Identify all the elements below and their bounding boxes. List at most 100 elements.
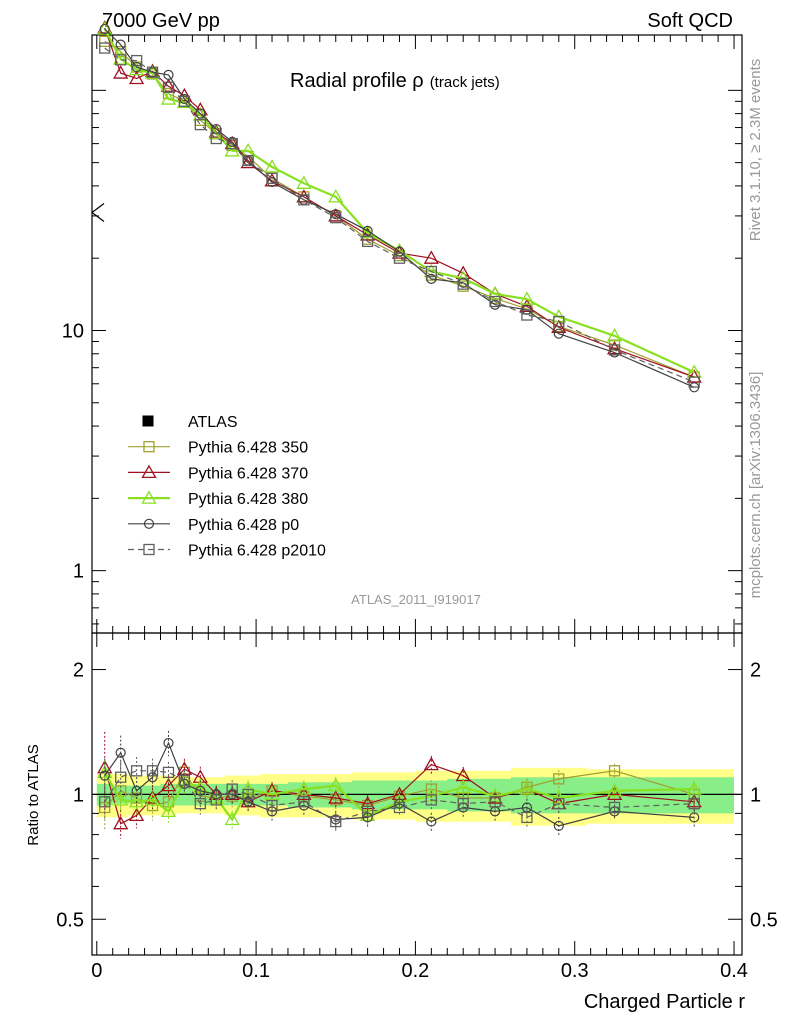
ratio-point-p370	[128, 807, 145, 822]
ratio-y-tick-label-right: 2	[750, 660, 761, 682]
chart-title: Radial profile ρ (track jets)	[290, 70, 500, 92]
ratio-point-p350	[608, 765, 621, 777]
ratio-point-p0	[243, 796, 254, 807]
point-p0	[115, 39, 126, 50]
point-p0	[394, 246, 405, 257]
point-p2010	[115, 54, 127, 66]
point-p380	[487, 286, 503, 300]
ratio-point-p0	[99, 770, 110, 781]
ratio-line-p2010	[104, 770, 695, 823]
point-p0	[131, 61, 142, 73]
series-line-p380	[103, 28, 695, 374]
x-tick-label: 0.2	[402, 960, 430, 982]
point-p370	[240, 154, 256, 169]
point-p380	[113, 51, 129, 65]
ratio-y-tick-label-right: 0.5	[750, 909, 778, 931]
main-y-tick-label: 10	[62, 320, 84, 342]
ratio-point-p380	[144, 792, 161, 806]
ratio-point-p2010	[330, 815, 342, 828]
ratio-point-p380	[686, 781, 702, 795]
series-p380	[97, 21, 702, 378]
point-p2010	[266, 172, 278, 185]
ratio-point-p2010	[162, 766, 175, 779]
ratio-x-ticks	[96, 633, 735, 955]
mcplots-label: mcplots.cern.ch [arXiv:1306.3436]	[747, 372, 764, 599]
x-tick-label: 0.1	[242, 960, 270, 982]
point-p2010	[330, 212, 342, 224]
point-p370	[686, 369, 702, 383]
point-p380	[328, 189, 344, 203]
ratio-point-p2010	[146, 765, 159, 777]
point-p2010	[489, 295, 501, 308]
point-p0	[195, 108, 206, 119]
point-p2010	[194, 118, 206, 131]
ratio-point-p380	[328, 777, 344, 792]
ratio-point-p2010	[489, 796, 501, 808]
ratio-y-tick-label-right: 1	[750, 784, 761, 806]
legend-marker	[141, 490, 157, 504]
ratio-point-p2010	[521, 811, 533, 824]
x-tick-label: 0.3	[561, 960, 589, 982]
point-p2010	[393, 252, 406, 264]
chart-title-sub: (track jets)	[430, 74, 500, 91]
point-p2010	[298, 194, 310, 206]
legend-label: Pythia 6.428 p0	[188, 517, 299, 534]
ratio-point-p0	[131, 785, 142, 796]
point-p0	[426, 273, 437, 284]
ratio-point-p380	[128, 793, 145, 808]
point-p380	[519, 291, 535, 305]
ratio-point-p370	[113, 815, 129, 830]
chart-title-main: Radial profile	[290, 70, 412, 92]
header-right: Soft QCD	[647, 10, 733, 32]
ratio-y-tick-label: 2	[73, 660, 84, 682]
ratio-point-p0	[266, 806, 278, 817]
point-p0	[362, 225, 373, 236]
point-p380	[160, 91, 177, 105]
legend-marker	[143, 518, 155, 529]
x-axis-label: Charged Particle r	[584, 991, 746, 1013]
ratio-point-p380	[192, 779, 208, 793]
ratio-point-p380	[264, 786, 280, 801]
ratio-point-p0	[362, 812, 373, 823]
point-p2010	[178, 95, 191, 107]
ratio-point-p370	[686, 793, 702, 808]
ratio-point-p2010	[130, 765, 143, 777]
rivet-label: Rivet 3.1.10, ≥ 2.3M events	[747, 59, 764, 242]
ratio-point-p380	[224, 811, 240, 826]
point-p370	[113, 65, 129, 79]
header-left: 7000 GeV pp	[102, 10, 220, 32]
point-p0	[163, 69, 174, 80]
point-p0	[553, 328, 564, 339]
ratio-point-p0	[195, 785, 206, 796]
main-y-ticks	[92, 89, 742, 625]
main-x-ticks	[96, 35, 735, 633]
ratio-point-p2010	[608, 801, 621, 814]
ratio-line-p380	[103, 771, 695, 822]
ratio-point-p2010	[242, 788, 254, 801]
legend-marker	[143, 441, 155, 453]
ratio-point-p370	[160, 777, 177, 792]
legend-entry: Pythia 6.428 p0	[128, 517, 299, 534]
series-line-p350	[104, 40, 695, 378]
point-p2010	[521, 309, 533, 321]
legend-entry: Pythia 6.428 350	[128, 440, 308, 457]
ratio-point-p2010	[457, 797, 469, 810]
x-tick-label: 0.4	[720, 960, 748, 982]
point-p380	[296, 175, 312, 189]
point-p370	[606, 340, 623, 355]
legend-marker	[141, 464, 157, 479]
chart-title-symbol: ρ	[412, 70, 423, 92]
point-p2010	[226, 137, 238, 150]
ratio-series-p2010	[99, 756, 700, 831]
point-p370	[328, 208, 344, 222]
series-p2010	[99, 42, 700, 388]
legend-entry: Pythia 6.428 p2010	[128, 543, 326, 560]
ratio-y-tick-label: 1	[73, 784, 84, 806]
ratio-point-p2010	[688, 797, 700, 810]
ratio-point-p2010	[361, 805, 374, 818]
legend-label: Pythia 6.428 350	[188, 440, 308, 457]
point-p2010	[162, 81, 175, 93]
main-y-tick-label: 1	[73, 561, 84, 583]
